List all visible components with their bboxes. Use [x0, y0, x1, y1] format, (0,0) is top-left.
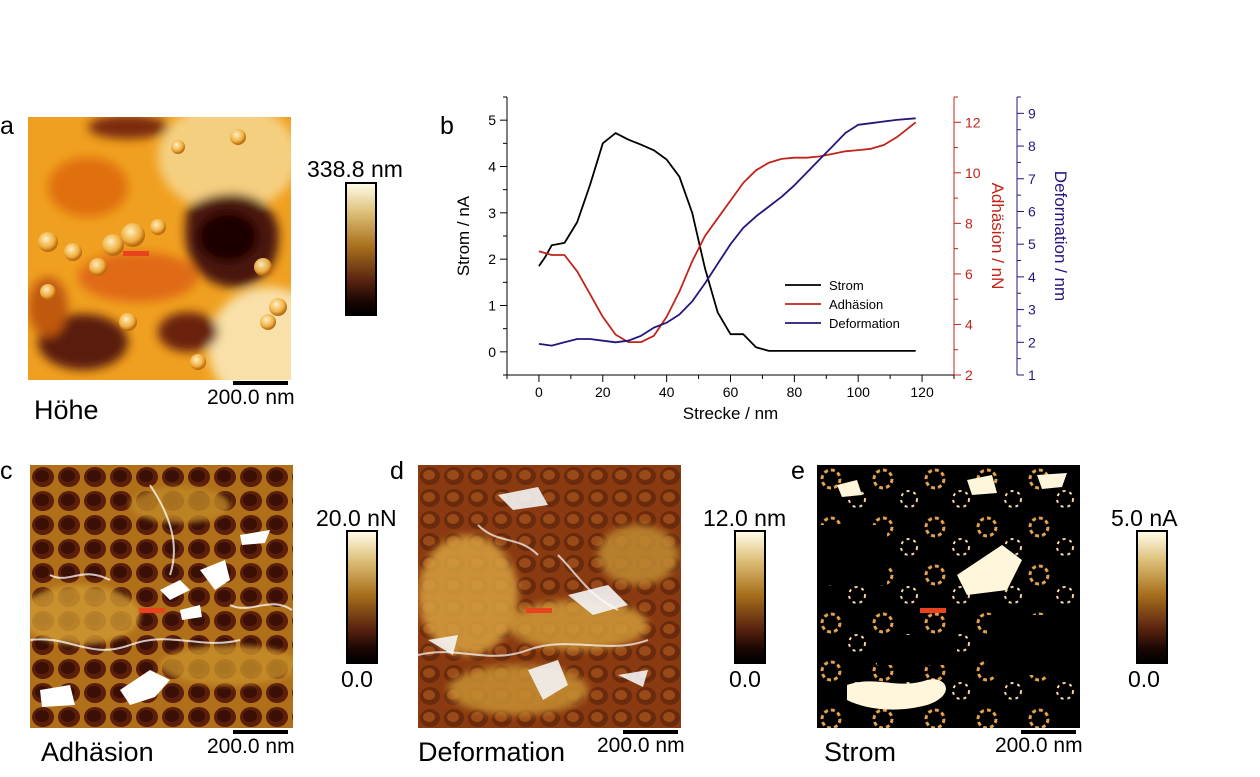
current-map-image [817, 465, 1080, 728]
strom-tick-label: 1 [488, 298, 496, 314]
x-tick-label: 20 [595, 384, 611, 400]
adhesion-map-image [30, 465, 293, 728]
x-tick-label: 120 [910, 384, 934, 400]
profile-marker [123, 251, 149, 256]
deformation-tick-label: 3 [1028, 302, 1036, 318]
map-title-strom: Strom [824, 737, 897, 767]
adhaesion-tick-label: 2 [965, 367, 973, 383]
height-map-image [28, 117, 291, 380]
scale-bar [233, 381, 288, 385]
deformation-map-image [418, 465, 681, 728]
deformation-tick-label: 4 [1028, 269, 1036, 285]
profile-marker [920, 608, 946, 613]
x-axis-label: Strecke / nm [683, 404, 778, 423]
adhaesion-tick-label: 10 [965, 165, 981, 181]
series-line-strom [538, 132, 916, 352]
series-line-adhaesion [538, 121, 917, 343]
adhaesion-tick-label: 4 [965, 316, 973, 332]
colorbar [346, 530, 378, 664]
deformation-tick-label: 7 [1028, 171, 1036, 187]
adhaesion-axis-label: Adhäsion / nN [988, 183, 1007, 290]
strom-tick-label: 2 [488, 251, 496, 267]
deformation-tick-label: 1 [1028, 367, 1036, 383]
deformation-tick-label: 9 [1028, 105, 1036, 121]
scale-label: 200.0 nm [207, 386, 295, 409]
scale-label: 200.0 nm [597, 734, 685, 757]
deformation-tick-label: 5 [1028, 236, 1036, 252]
strom-tick-label: 0 [488, 344, 496, 360]
map-title-adhaesion: Adhäsion [41, 737, 154, 767]
colorbar-min-label: 0.0 [1128, 666, 1160, 692]
legend-entry-strom: Strom [829, 278, 864, 293]
scale-bar [233, 730, 288, 734]
colorbar-max-label: 20.0 nN [316, 505, 397, 531]
strom-tick-label: 4 [488, 159, 496, 175]
x-tick-label: 0 [535, 384, 543, 400]
colorbar-max-label: 12.0 nm [703, 505, 787, 531]
series-line-deformation [538, 117, 916, 347]
scale-label: 200.0 nm [995, 734, 1083, 757]
colorbar-max-label: 5.0 nA [1111, 505, 1178, 531]
legend-entry-adhaesion: Adhäsion [829, 297, 883, 312]
strom-tick-label: 3 [488, 205, 496, 221]
map-title-deformation: Deformation [418, 737, 566, 767]
panel-letter-a: a [0, 112, 14, 140]
deformation-tick-label: 2 [1028, 334, 1036, 350]
scale-bar [1021, 730, 1076, 734]
scale-label: 200.0 nm [207, 735, 295, 758]
x-tick-label: 60 [723, 384, 739, 400]
adhaesion-tick-label: 12 [965, 114, 981, 130]
panel-letter-e: e [791, 457, 805, 485]
profile-marker [526, 608, 552, 613]
colorbar-max-label: 338.8 nm [307, 156, 403, 182]
deformation-tick-label: 8 [1028, 138, 1036, 154]
strom-tick-label: 5 [488, 112, 496, 128]
strom-axis-label: Strom / nA [454, 195, 473, 276]
panel-letter-b: b [440, 112, 454, 140]
x-tick-label: 100 [847, 384, 871, 400]
adhaesion-tick-label: 8 [965, 215, 973, 231]
deformation-tick-label: 6 [1028, 203, 1036, 219]
colorbar [1136, 530, 1168, 664]
colorbar-min-label: 0.0 [729, 666, 761, 692]
colorbar-min-label: 0.0 [341, 666, 373, 692]
legend-entry-deformation: Deformation [829, 316, 900, 331]
map-title-hoehe: Höhe [34, 395, 99, 425]
adhaesion-tick-label: 6 [965, 266, 973, 282]
profile-marker [139, 608, 165, 613]
x-tick-label: 80 [787, 384, 803, 400]
panel-letter-c: c [0, 457, 13, 485]
colorbar [345, 182, 377, 316]
deformation-axis-label: Deformation / nm [1051, 171, 1070, 301]
scale-bar [623, 730, 678, 734]
colorbar [734, 530, 766, 664]
x-tick-label: 40 [659, 384, 675, 400]
panel-letter-d: d [390, 457, 404, 485]
